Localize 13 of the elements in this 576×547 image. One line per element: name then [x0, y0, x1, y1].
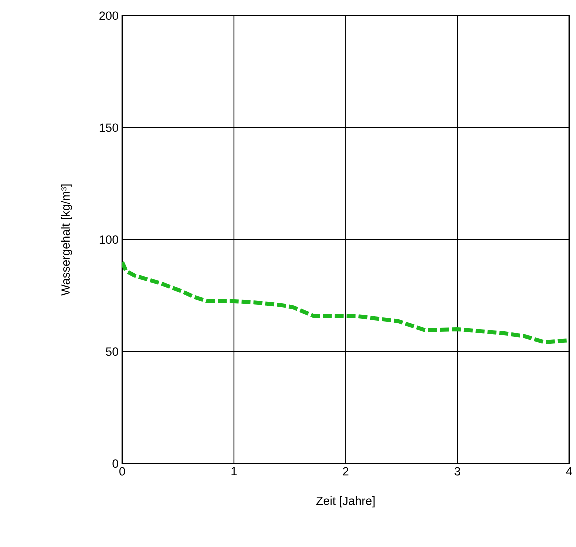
x-tick-label: 2 [343, 467, 349, 476]
y-tick-label: 0 [112, 459, 118, 468]
y-tick-label: 100 [100, 235, 118, 244]
x-tick-label: 3 [454, 467, 460, 476]
x-axis-title: Zeit [Jahre] [316, 496, 375, 508]
y-tick-label: 200 [100, 11, 118, 20]
line-series [122, 260, 570, 344]
y-tick-label: 50 [106, 347, 118, 356]
y-axis-title: Wassergehalt [kg/m³] [61, 184, 72, 296]
x-tick-label: 1 [232, 467, 237, 476]
y-tick-label: 150 [100, 123, 118, 132]
x-tick-label: 4 [566, 467, 572, 476]
x-tick-label: 0 [120, 467, 126, 476]
